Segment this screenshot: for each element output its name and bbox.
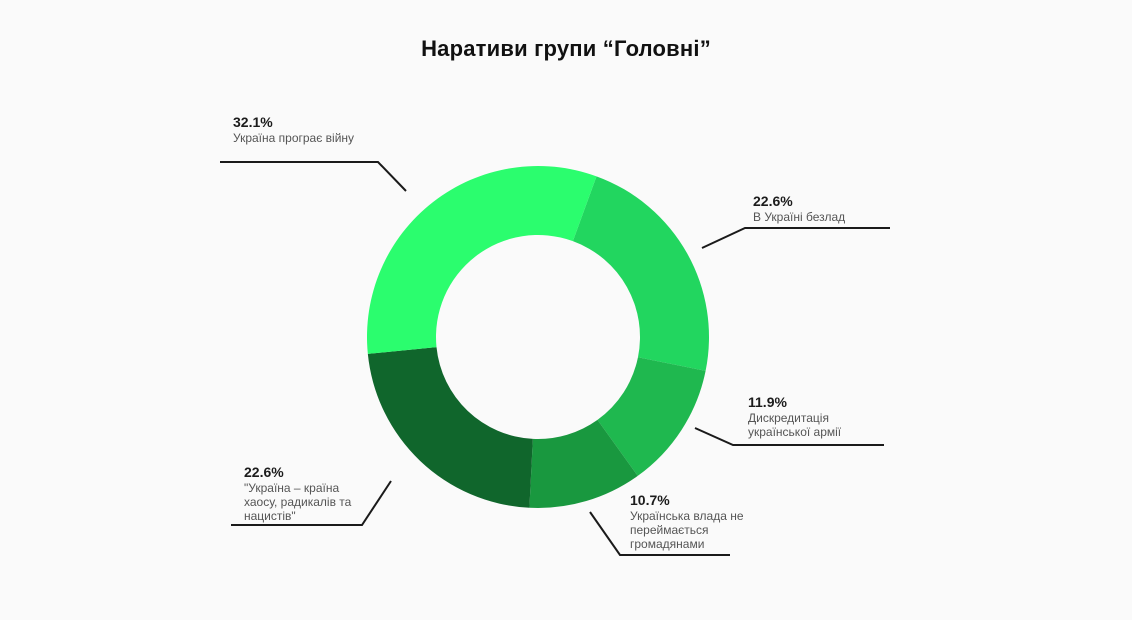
label-percent: 10.7% bbox=[630, 492, 670, 508]
label-authorities: 10.7% Українська влада не переймається г… bbox=[630, 492, 760, 551]
label-percent: 22.6% bbox=[753, 193, 793, 209]
donut-segment bbox=[367, 347, 533, 508]
label-percent: 22.6% bbox=[244, 464, 284, 480]
label-text: "Україна – країна хаосу, радикалів та на… bbox=[244, 481, 352, 523]
label-chaos-in-ukraine: 22.6% В Україні безлад bbox=[753, 193, 893, 224]
leader-line-ukraine-losing bbox=[220, 161, 407, 192]
label-chaos-radicals: 22.6% "Україна – країна хаосу, радикалів… bbox=[244, 464, 366, 523]
leader-line-chaos-in-ukraine bbox=[701, 227, 890, 249]
label-text: Дискредитація української армії bbox=[748, 411, 842, 439]
label-army-discredit: 11.9% Дискредитація української армії bbox=[748, 394, 858, 439]
donut-segment bbox=[367, 165, 597, 354]
leader-line-chaos-radicals bbox=[231, 480, 392, 526]
chart-title: Наративи групи “Головні” bbox=[421, 36, 711, 61]
label-percent: 32.1% bbox=[233, 114, 273, 130]
leader-line-authorities bbox=[589, 511, 730, 556]
donut-segment bbox=[529, 419, 638, 508]
donut-segment bbox=[572, 176, 709, 371]
label-text: Україна програє війну bbox=[233, 131, 355, 145]
label-text: Українська влада не переймається громадя… bbox=[630, 509, 744, 551]
label-ukraine-losing: 32.1% Україна програє війну bbox=[233, 114, 433, 145]
donut-segments bbox=[367, 165, 709, 508]
label-text: В Україні безлад bbox=[753, 210, 846, 224]
leader-line-army-discredit bbox=[694, 427, 884, 446]
label-percent: 11.9% bbox=[748, 394, 787, 410]
donut-segment bbox=[597, 357, 706, 476]
